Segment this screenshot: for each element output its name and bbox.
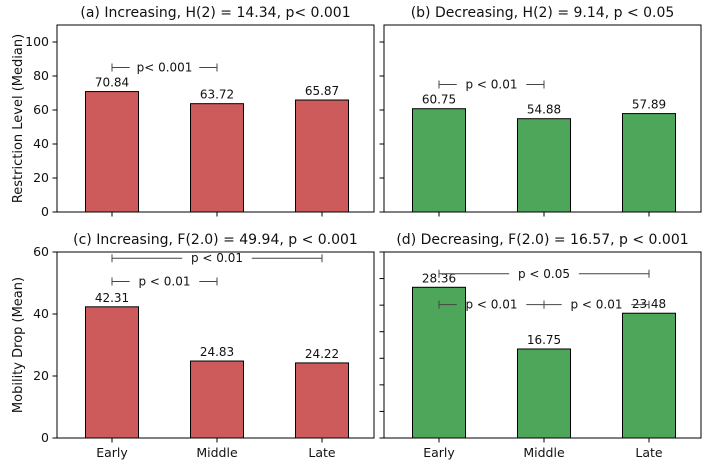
- y-tick-label: 60: [33, 102, 49, 117]
- x-tick-label: Early: [96, 445, 128, 460]
- bar-early: [85, 91, 139, 213]
- plot-frame: [56, 24, 375, 213]
- bar-early: [412, 108, 466, 213]
- bar-middle: [517, 118, 571, 213]
- bar-value-label: 65.87: [305, 84, 339, 98]
- significance-label: p < 0.01: [465, 78, 517, 92]
- significance-label: p < 0.01: [465, 298, 517, 312]
- x-tick-label: Late: [308, 445, 336, 460]
- bar-late: [295, 362, 349, 439]
- y-tick-label: 100: [25, 34, 49, 49]
- panel-title: (c) Increasing, F(2.0) = 49.94, p < 0.00…: [73, 232, 358, 248]
- bar-early: [412, 286, 466, 439]
- panel-1: (b) Decreasing, H(2) = 9.14, p < 0.05 60.…: [379, 5, 702, 217]
- bar-middle: [517, 348, 571, 439]
- bar-value-label: 63.72: [200, 88, 234, 102]
- y-tick-label: 0: [41, 204, 49, 219]
- panel-title: (d) Decreasing, F(2.0) = 16.57, p < 0.00…: [396, 232, 688, 248]
- plot-frame: [56, 251, 375, 439]
- y-tick-label: 40: [33, 306, 49, 321]
- bar-value-label: 42.31: [95, 291, 129, 305]
- bar-early: [85, 306, 139, 439]
- bar-value-label: 70.84: [95, 76, 129, 90]
- plot-frame: [383, 24, 702, 213]
- bar-middle: [190, 103, 244, 213]
- y-tick-label: 60: [33, 244, 49, 259]
- x-tick-label: Early: [423, 445, 455, 460]
- bar-value-label: 24.83: [200, 345, 234, 359]
- bar-late: [622, 312, 676, 439]
- bar-value-label: 60.75: [422, 93, 456, 107]
- panel-title: (a) Increasing, H(2) = 14.34, p< 0.001: [80, 5, 350, 21]
- y-axis-label: Restriction Level (Median): [11, 34, 26, 203]
- y-tick-label: 40: [33, 136, 49, 151]
- y-tick-label: 20: [33, 170, 49, 185]
- plot-frame: [383, 251, 702, 439]
- y-tick-label: 0: [41, 430, 49, 445]
- x-tick-label: Middle: [196, 445, 238, 460]
- significance-label: p < 0.01: [570, 298, 622, 312]
- panel-2: (c) Increasing, F(2.0) = 49.94, p < 0.00…: [11, 232, 375, 460]
- significance-label: p < 0.01: [138, 274, 190, 288]
- bar-value-label: 57.89: [632, 98, 666, 112]
- significance-label: p < 0.01: [191, 251, 243, 265]
- bar-value-label: 54.88: [527, 103, 561, 117]
- panel-3: (d) Decreasing, F(2.0) = 16.57, p < 0.00…: [379, 232, 702, 460]
- x-tick-label: Late: [635, 445, 663, 460]
- panel-title: (b) Decreasing, H(2) = 9.14, p < 0.05: [411, 5, 675, 21]
- panel-0: (a) Increasing, H(2) = 14.34, p< 0.001 Re…: [11, 5, 375, 219]
- bar-late: [295, 99, 349, 213]
- x-tick-label: Middle: [523, 445, 565, 460]
- y-tick-label: 20: [33, 368, 49, 383]
- bar-value-label: 28.36: [422, 271, 456, 285]
- y-tick-label: 80: [33, 68, 49, 83]
- bar-late: [622, 113, 676, 213]
- bar-middle: [190, 360, 244, 439]
- bar-value-label: 16.75: [527, 333, 561, 347]
- bar-value-label: 24.22: [305, 347, 339, 361]
- significance-label: p < 0.05: [518, 267, 570, 281]
- y-axis-label: Mobility Drop (Mean): [11, 277, 26, 413]
- significance-label: p< 0.001: [137, 61, 193, 75]
